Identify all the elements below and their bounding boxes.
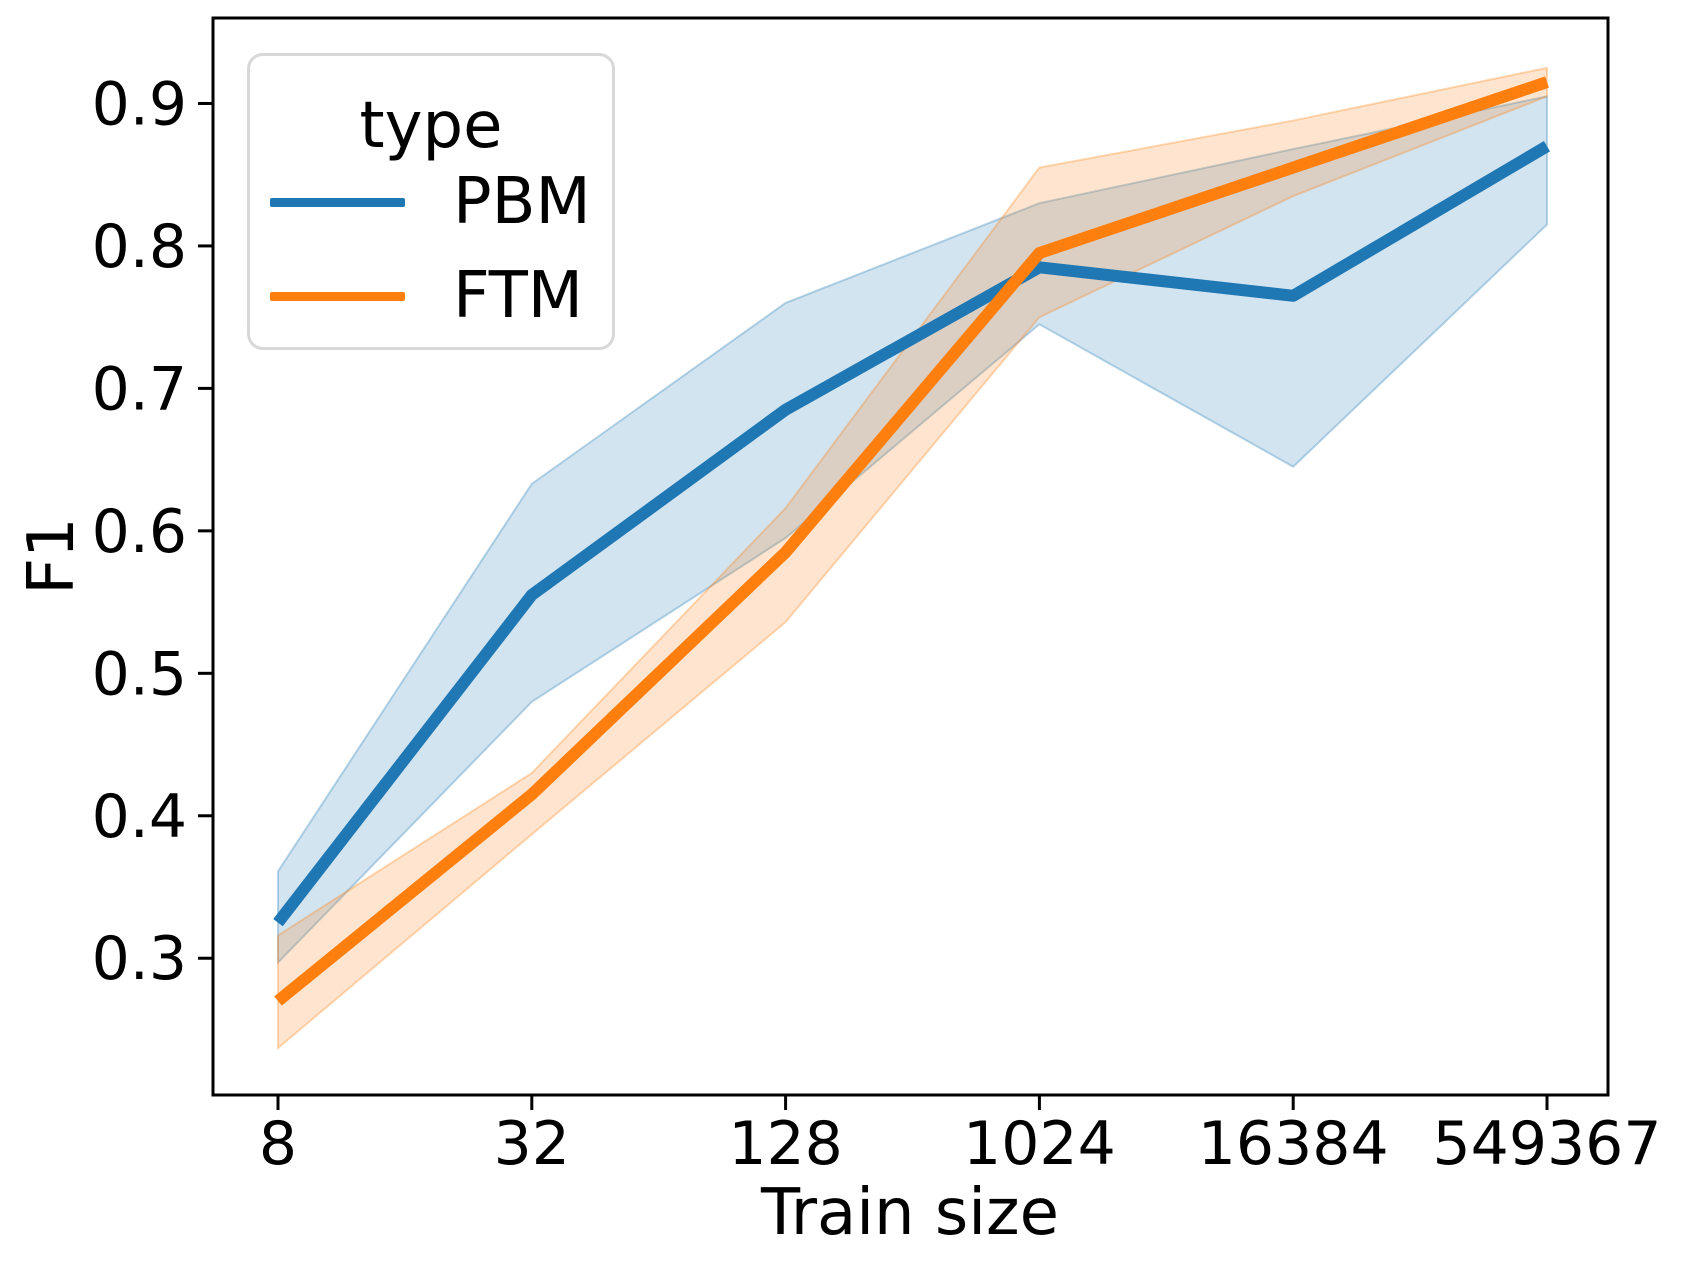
legend-line-pbm-icon: [270, 197, 405, 207]
x-tick-label: 8: [259, 1109, 297, 1179]
legend-title: type: [359, 89, 503, 163]
y-tick-label: 0.5: [92, 639, 187, 709]
band-ftm: [277, 66, 1548, 1051]
x-axis-label: Train size: [761, 1176, 1059, 1250]
line-ftm: [274, 76, 1549, 1006]
legend-line-ftm-icon: [270, 291, 405, 301]
legend-label-ftm: FTM: [453, 259, 583, 333]
y-axis-label: F1: [15, 517, 89, 595]
y-tick-label: 0.4: [92, 782, 187, 852]
x-tick-label: 128: [728, 1109, 843, 1179]
band-pbm: [277, 95, 1548, 965]
x-tick-label: 1024: [963, 1109, 1116, 1179]
y-tick-label: 0.3: [92, 924, 187, 994]
y-tick-label: 0.6: [92, 497, 187, 567]
line-pbm: [273, 141, 1551, 927]
legend-box: type PBM FTM: [247, 53, 615, 350]
legend-label-pbm: PBM: [453, 165, 591, 239]
plot-spines: [211, 16, 1610, 1097]
y-tick-label: 0.8: [92, 212, 187, 282]
legend-entry-ftm: FTM: [270, 264, 583, 328]
x-tick-label: 32: [494, 1109, 570, 1179]
y-tick-label: 0.9: [92, 69, 187, 139]
x-tick-label: 16384: [1198, 1109, 1389, 1179]
legend-entry-pbm: PBM: [270, 170, 591, 234]
y-tick-label: 0.7: [92, 354, 187, 424]
x-tick-label: 549367: [1432, 1109, 1661, 1179]
